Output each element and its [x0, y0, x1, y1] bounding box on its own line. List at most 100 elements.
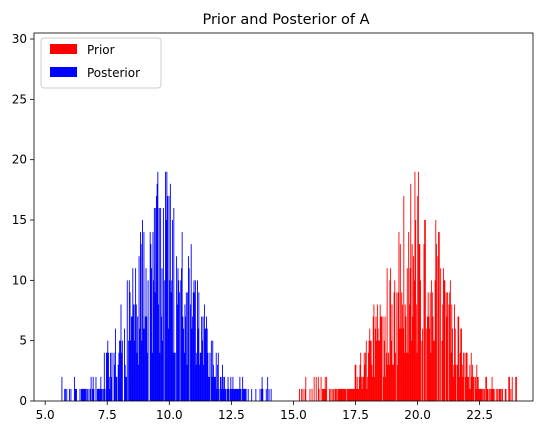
histogram-bar [135, 304, 137, 401]
histogram-bar [240, 388, 241, 401]
histogram-bar [174, 352, 176, 401]
histogram-bar [92, 376, 94, 401]
histogram-bar [349, 388, 351, 401]
histogram-bar [92, 388, 93, 401]
histogram-bar [107, 340, 109, 401]
histogram-bar [311, 388, 313, 401]
histogram-bar [490, 388, 492, 401]
histogram-bar [382, 316, 384, 401]
histogram-bar [370, 340, 372, 401]
histogram-bar [218, 388, 220, 401]
histogram-bar [454, 304, 455, 401]
histogram-bar [178, 292, 180, 401]
histogram-bar [85, 388, 87, 401]
histogram-bar [83, 388, 84, 401]
histogram-bar [185, 316, 187, 401]
histogram-bar [111, 352, 113, 401]
histogram-bar [207, 352, 209, 401]
histogram-bar [349, 388, 351, 401]
histogram-bar [339, 388, 341, 401]
histogram-bar [138, 256, 140, 401]
histogram-bar [354, 364, 356, 401]
histogram-bar [322, 388, 323, 401]
histogram-bar [345, 388, 347, 401]
histogram-bar [181, 268, 182, 401]
histogram-bar [120, 304, 122, 401]
histogram-bar [140, 232, 141, 401]
histogram-bar [151, 268, 153, 401]
histogram-bar [363, 376, 364, 401]
histogram-bar [103, 388, 105, 401]
histogram-bar [228, 388, 230, 401]
histogram-bar [401, 292, 403, 401]
histogram-bar [89, 388, 91, 401]
histogram-bar [404, 304, 406, 401]
histogram-bar [203, 304, 205, 401]
histogram-bar [142, 328, 144, 401]
histogram-bar [417, 171, 419, 401]
histogram-bar [118, 352, 120, 401]
histogram-bar [378, 340, 380, 401]
x-tick-label: 22.5 [466, 408, 493, 422]
histogram-bar [203, 364, 205, 401]
histogram-bar [442, 268, 444, 401]
histogram-bar [424, 220, 426, 401]
x-axis: 5.0 7.5 10.0 12.5 15.0 17.5 20.0 22.5 [36, 401, 493, 422]
histogram-bar [134, 304, 136, 401]
histogram-bar [222, 364, 223, 401]
histogram-bar [410, 183, 412, 401]
histogram-bar [428, 316, 430, 401]
histogram-bar [85, 388, 86, 401]
histogram-bar [411, 340, 412, 401]
histogram-bar [130, 316, 132, 401]
histogram-bar [166, 171, 168, 401]
histogram-bar [364, 364, 366, 401]
histogram-bar [304, 388, 306, 401]
histogram-bar [375, 316, 377, 401]
histogram-bar [394, 280, 396, 401]
histogram-bar [106, 352, 108, 401]
histogram-bar [371, 364, 373, 401]
histogram-bar [472, 364, 474, 401]
histogram-bar [200, 352, 202, 401]
histogram-bar [330, 388, 332, 401]
histogram-bar [201, 340, 203, 401]
histogram-bar [317, 376, 319, 401]
histogram-bar [121, 352, 123, 401]
histogram-bar [168, 195, 170, 401]
histogram-bar [462, 376, 464, 401]
histogram-bar [473, 376, 475, 401]
histogram-bar [171, 280, 173, 401]
histogram-bar [322, 388, 324, 401]
histogram-bar [323, 388, 325, 401]
histogram-bar [387, 364, 389, 401]
histogram-bar [101, 388, 103, 401]
histogram-bar [437, 256, 439, 401]
histogram-bar [440, 268, 442, 401]
histogram-bar [105, 352, 107, 401]
histogram-bar [427, 292, 429, 401]
histogram-bar [76, 388, 77, 401]
histogram-bar [101, 388, 102, 401]
histogram-bar [143, 232, 145, 401]
histogram-bar [84, 388, 86, 401]
histogram-bar [417, 195, 419, 401]
histogram-bar [187, 256, 189, 401]
histogram-bar [235, 388, 237, 401]
y-tick-label: 10 [12, 273, 27, 287]
x-tick-label: 7.5 [98, 408, 117, 422]
histogram-bar [340, 388, 342, 401]
histogram-bar [433, 340, 435, 401]
histogram-bar [131, 316, 133, 401]
plot-frame [33, 32, 534, 402]
histogram-bar [464, 352, 466, 401]
histogram-bar [222, 376, 224, 401]
histogram-bar [165, 220, 167, 401]
histogram-bar [352, 388, 354, 401]
posterior-bars [61, 171, 272, 401]
histogram-bar [195, 364, 197, 401]
histogram-bar [390, 340, 392, 401]
histogram-bar [498, 388, 500, 401]
histogram-bar [196, 352, 198, 401]
histogram-bar [444, 280, 446, 401]
